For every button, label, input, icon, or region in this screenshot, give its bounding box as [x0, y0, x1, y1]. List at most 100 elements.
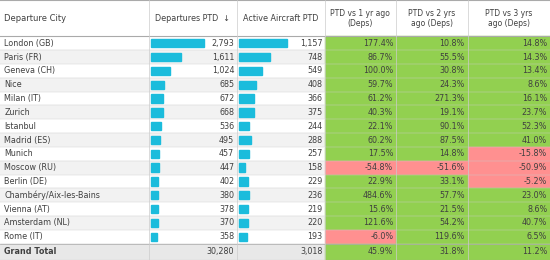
Bar — [324, 50, 396, 64]
Text: Rome (IT): Rome (IT) — [4, 232, 43, 241]
Bar — [0, 188, 324, 202]
Bar — [324, 78, 396, 92]
Bar — [151, 108, 163, 116]
Text: 1,024: 1,024 — [212, 67, 234, 75]
Bar — [396, 92, 468, 106]
Text: 13.4%: 13.4% — [522, 67, 547, 75]
Bar — [396, 216, 468, 230]
Text: PTD vs 1 yr ago
(Deps): PTD vs 1 yr ago (Deps) — [331, 9, 390, 28]
Text: 16.1%: 16.1% — [522, 94, 547, 103]
Text: 22.1%: 22.1% — [368, 122, 393, 131]
Bar — [468, 216, 550, 230]
Bar — [0, 216, 324, 230]
Bar — [468, 147, 550, 161]
Bar — [0, 133, 324, 147]
Bar — [324, 133, 396, 147]
Bar — [151, 122, 161, 130]
Bar — [151, 81, 164, 89]
Text: 220: 220 — [307, 218, 322, 228]
Text: Departures PTD  ↓: Departures PTD ↓ — [155, 14, 230, 23]
Bar — [468, 202, 550, 216]
Text: Amsterdam (NL): Amsterdam (NL) — [4, 218, 70, 228]
Bar — [0, 147, 324, 161]
Bar — [468, 119, 550, 133]
Bar — [151, 53, 181, 61]
Text: 90.1%: 90.1% — [439, 122, 465, 131]
Bar — [239, 39, 287, 48]
Text: 8.6%: 8.6% — [527, 205, 547, 213]
Text: -51.6%: -51.6% — [437, 163, 465, 172]
Text: 52.3%: 52.3% — [522, 122, 547, 131]
Bar — [396, 106, 468, 119]
Text: 8.6%: 8.6% — [527, 80, 547, 89]
Bar — [239, 164, 245, 172]
Text: 45.9%: 45.9% — [368, 247, 393, 256]
Text: 31.8%: 31.8% — [439, 247, 465, 256]
Text: -5.2%: -5.2% — [524, 177, 547, 186]
Bar — [396, 119, 468, 133]
Bar — [239, 205, 248, 213]
Text: 33.1%: 33.1% — [439, 177, 465, 186]
Text: 484.6%: 484.6% — [363, 191, 393, 200]
Text: 10.8%: 10.8% — [439, 39, 465, 48]
Bar — [396, 147, 468, 161]
Text: 1,157: 1,157 — [300, 39, 322, 48]
Bar — [324, 188, 396, 202]
Text: 24.3%: 24.3% — [439, 80, 465, 89]
Text: 59.7%: 59.7% — [367, 80, 393, 89]
Bar — [324, 147, 396, 161]
Bar — [324, 119, 396, 133]
Text: 271.3%: 271.3% — [434, 94, 465, 103]
Text: 549: 549 — [307, 67, 322, 75]
Text: Nice: Nice — [4, 80, 22, 89]
Bar — [151, 232, 157, 241]
Text: 375: 375 — [307, 108, 322, 117]
Text: 370: 370 — [219, 218, 234, 228]
Text: Madrid (ES): Madrid (ES) — [4, 135, 51, 145]
Bar — [151, 150, 160, 158]
Bar — [324, 92, 396, 106]
Bar — [468, 188, 550, 202]
Bar — [396, 244, 468, 260]
Text: 40.7%: 40.7% — [522, 218, 547, 228]
Text: 1,611: 1,611 — [212, 53, 234, 62]
Text: Active Aircraft PTD: Active Aircraft PTD — [243, 14, 318, 23]
Text: PTD vs 3 yrs
ago (Deps): PTD vs 3 yrs ago (Deps) — [485, 9, 532, 28]
Text: 15.6%: 15.6% — [368, 205, 393, 213]
Bar — [396, 64, 468, 78]
Bar — [151, 67, 170, 75]
Text: 14.8%: 14.8% — [522, 39, 547, 48]
Text: 14.8%: 14.8% — [439, 149, 465, 158]
Text: 6.5%: 6.5% — [527, 232, 547, 241]
Bar — [0, 244, 324, 260]
Text: 61.2%: 61.2% — [368, 94, 393, 103]
Text: 366: 366 — [307, 94, 322, 103]
Bar — [151, 205, 158, 213]
Bar — [324, 244, 396, 260]
Text: 86.7%: 86.7% — [368, 53, 393, 62]
Bar — [239, 191, 249, 199]
Bar — [324, 216, 396, 230]
Text: 358: 358 — [219, 232, 234, 241]
Bar — [0, 78, 324, 92]
Text: 11.2%: 11.2% — [522, 247, 547, 256]
Bar — [468, 50, 550, 64]
Text: 536: 536 — [219, 122, 234, 131]
Bar — [468, 78, 550, 92]
Bar — [324, 64, 396, 78]
Bar — [324, 106, 396, 119]
Text: Vienna (AT): Vienna (AT) — [4, 205, 50, 213]
Text: Paris (FR): Paris (FR) — [4, 53, 42, 62]
Text: Geneva (CH): Geneva (CH) — [4, 67, 56, 75]
Bar — [468, 174, 550, 188]
Text: 748: 748 — [307, 53, 322, 62]
Text: 100.0%: 100.0% — [363, 67, 393, 75]
Bar — [396, 188, 468, 202]
Text: 2,793: 2,793 — [212, 39, 234, 48]
Text: 193: 193 — [307, 232, 322, 241]
Bar — [239, 81, 256, 89]
Bar — [324, 161, 396, 174]
Text: 60.2%: 60.2% — [368, 135, 393, 145]
Text: 244: 244 — [307, 122, 322, 131]
Bar — [239, 108, 255, 116]
